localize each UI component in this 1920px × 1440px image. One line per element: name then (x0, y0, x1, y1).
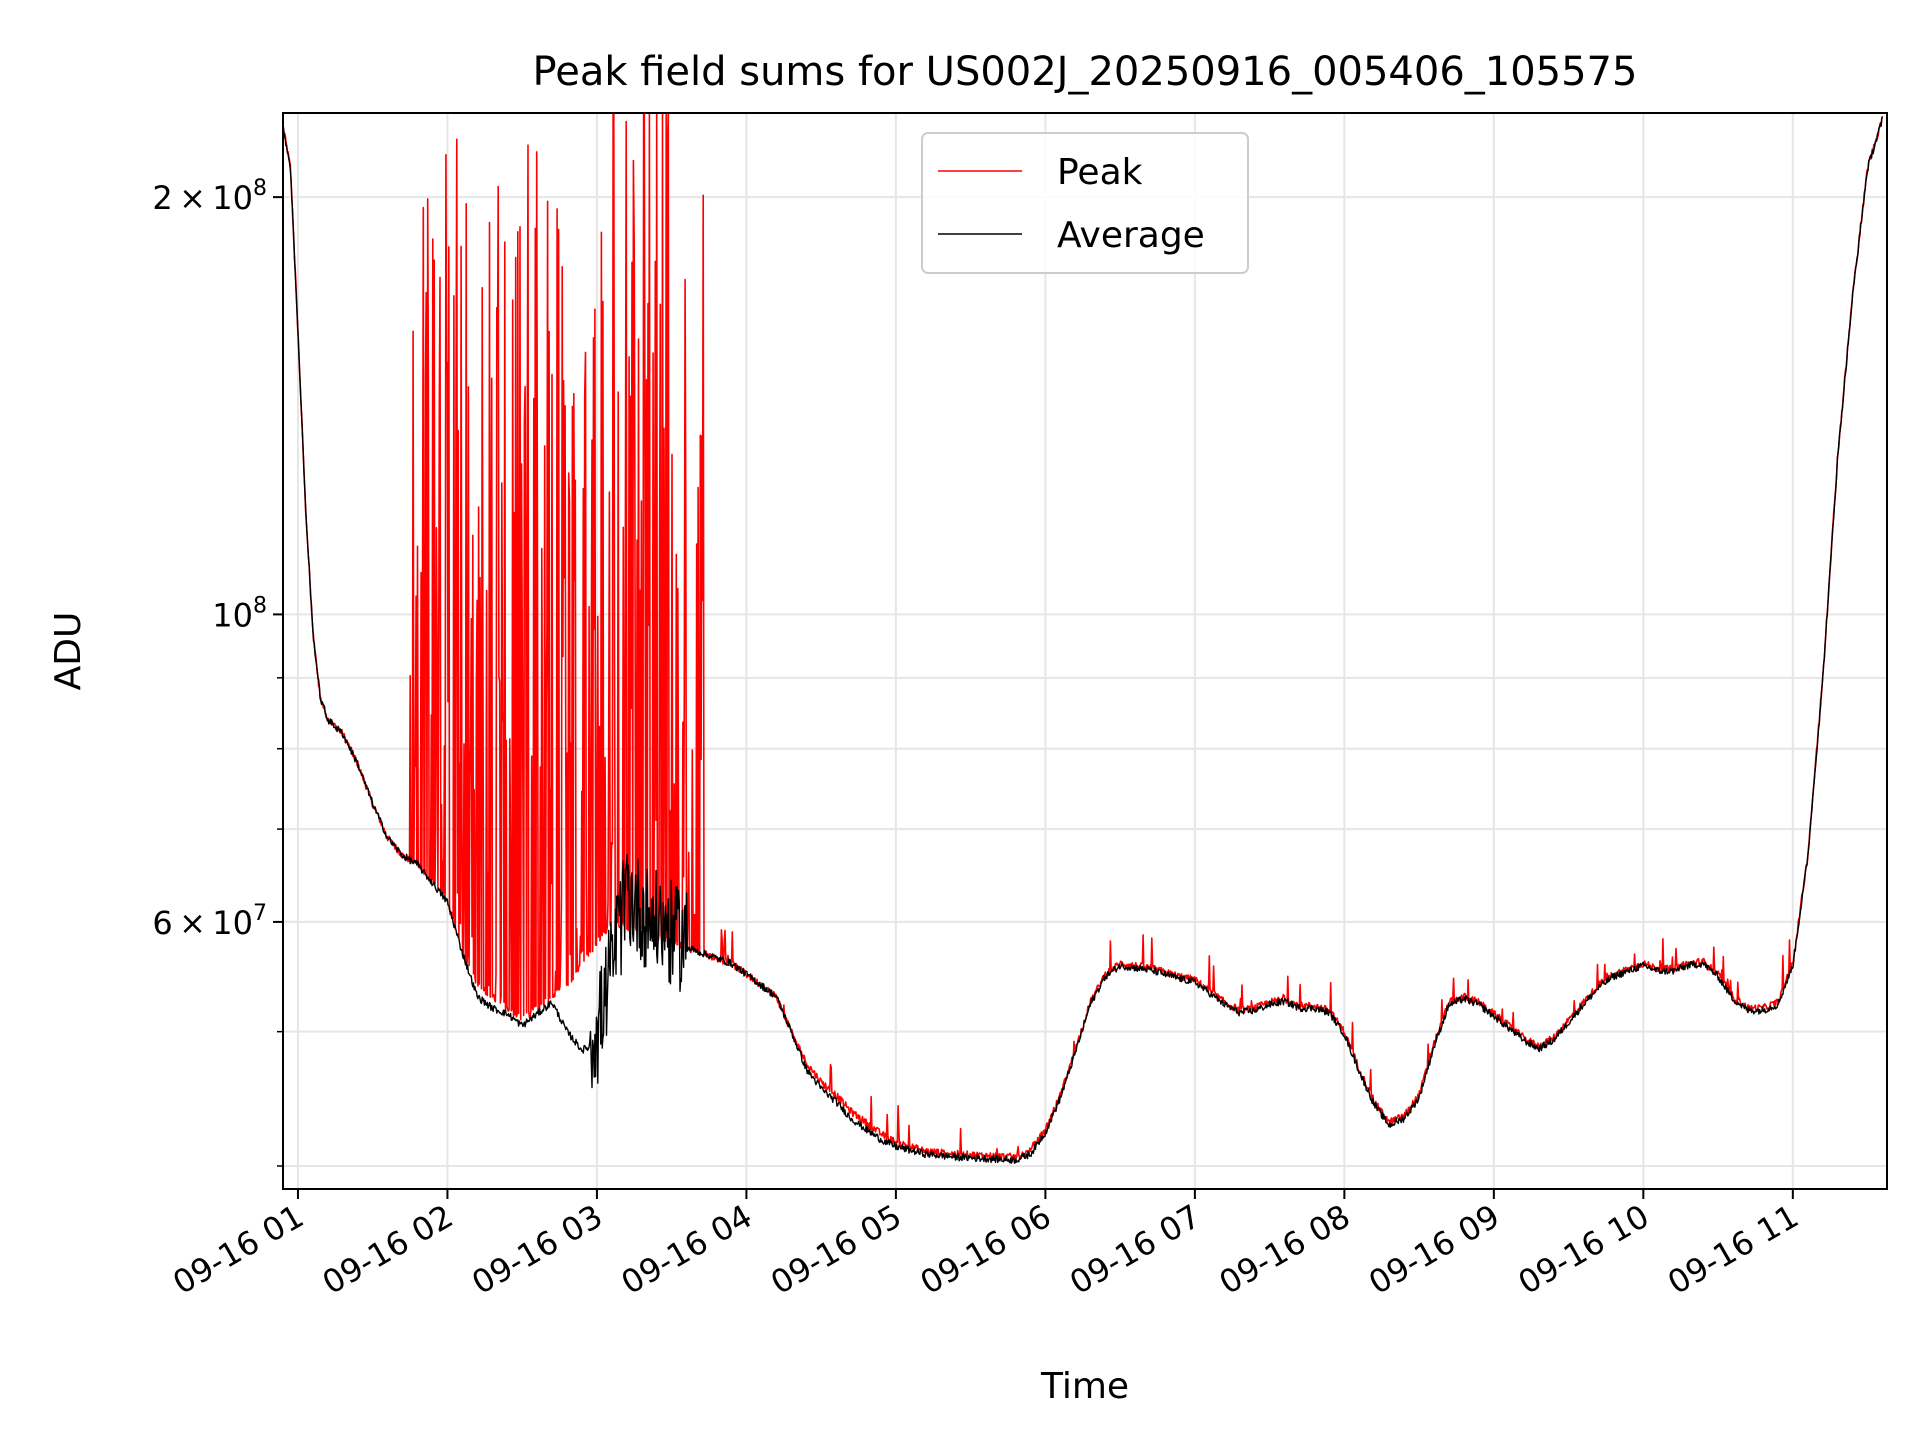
y-tick-label: 6 × 107 (152, 901, 267, 942)
y-tick-label: 2 × 108 (152, 176, 267, 217)
y-tick-label: 108 (212, 593, 267, 634)
chart-title: Peak field sums for US002J_20250916_0054… (533, 49, 1638, 95)
y-axis-label: ADU (48, 612, 89, 691)
x-axis-label: Time (1040, 1366, 1129, 1407)
legend-box (921, 132, 1249, 274)
plot-series (282, 112, 1884, 1164)
legend: Peak Average (921, 132, 1249, 274)
axes-frame (282, 112, 1888, 1190)
legend-label-peak: Peak (1057, 152, 1143, 193)
legend-label-average: Average (1057, 215, 1205, 256)
series-line-average (282, 116, 1884, 1164)
